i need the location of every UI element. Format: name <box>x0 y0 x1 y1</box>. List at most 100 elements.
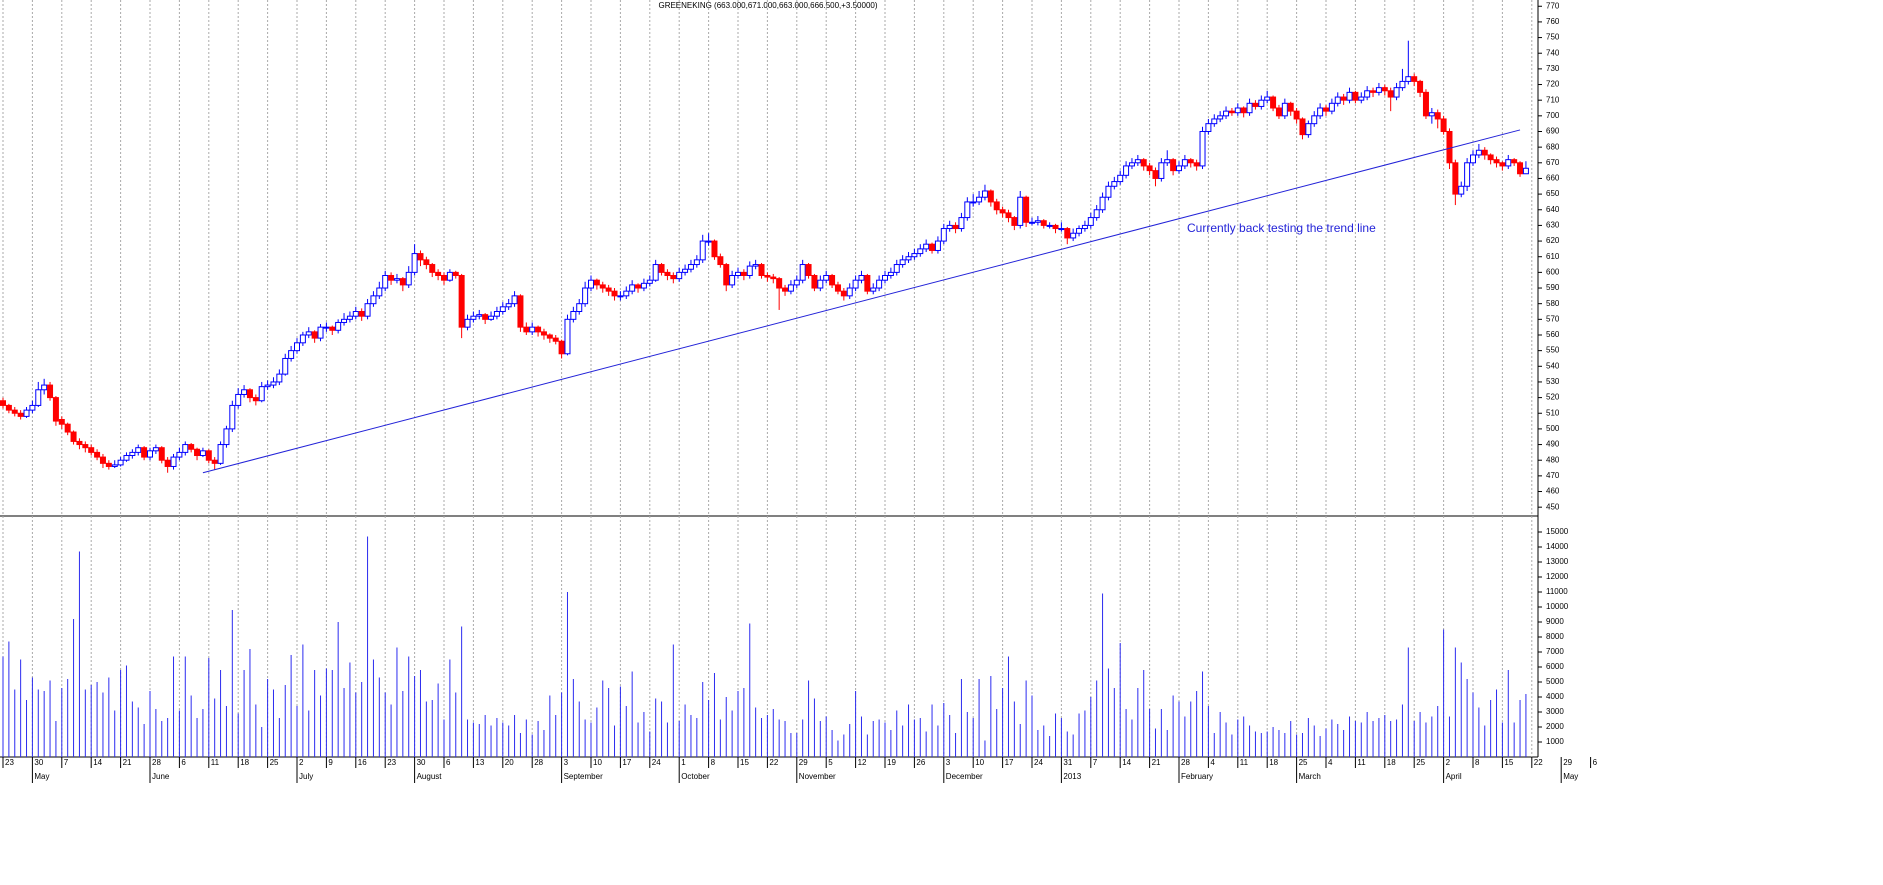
candle-body <box>799 264 806 281</box>
x-tick-label: 30 <box>34 758 43 767</box>
candle-body <box>1287 102 1294 112</box>
candle-body <box>1340 96 1347 101</box>
y-tick-label: 700 <box>1546 111 1560 120</box>
candle-body <box>170 456 177 467</box>
candle-body <box>1464 162 1471 187</box>
x-tick-label: 15 <box>740 758 749 767</box>
y-tick-label: 10000 <box>1546 602 1569 611</box>
candle-body <box>1176 165 1182 172</box>
candle-body <box>1393 87 1400 98</box>
candle-body <box>435 271 442 277</box>
candle-body <box>217 444 224 464</box>
candle-body <box>1152 170 1159 179</box>
candle-body <box>1134 159 1141 164</box>
candle-body <box>1111 181 1118 187</box>
candle-body <box>1181 159 1188 167</box>
candle-body <box>635 284 642 289</box>
candle-body <box>1093 209 1100 219</box>
candle-body <box>1034 220 1041 223</box>
candle-body <box>582 287 589 305</box>
x-tick-label: 5 <box>828 758 833 767</box>
y-tick-label: 770 <box>1546 1 1560 10</box>
candle-body <box>705 240 712 243</box>
candle-body <box>47 384 54 399</box>
candle-body <box>52 397 59 422</box>
month-label: April <box>1446 772 1462 781</box>
candle-body <box>929 243 936 251</box>
x-tick-label: 22 <box>1534 758 1543 767</box>
y-tick-label: 580 <box>1546 299 1560 308</box>
candle-body <box>693 259 700 266</box>
y-tick-label: 710 <box>1546 95 1560 104</box>
candle-body <box>1334 96 1341 104</box>
candle-body <box>717 256 724 266</box>
candle-body <box>917 248 924 255</box>
candle-body <box>958 217 965 230</box>
candle-body <box>1517 162 1524 175</box>
x-tick-label: 23 <box>387 758 396 767</box>
candle-body <box>1387 90 1394 98</box>
y-tick-label: 550 <box>1546 346 1560 355</box>
x-tick-label: 6 <box>446 758 451 767</box>
candle-body <box>194 448 201 457</box>
candle-body <box>393 278 400 281</box>
x-tick-label: 28 <box>534 758 543 767</box>
candle-body <box>158 447 165 461</box>
y-tick-label: 620 <box>1546 236 1560 245</box>
candle-body <box>417 253 424 261</box>
x-tick-label: 21 <box>123 758 132 767</box>
candle-body <box>770 276 777 280</box>
y-tick-label: 760 <box>1546 17 1560 26</box>
candle-body <box>893 264 900 273</box>
y-tick-label: 13000 <box>1546 557 1569 566</box>
candle-body <box>999 209 1006 214</box>
x-tick-label: 11 <box>1240 758 1249 767</box>
x-tick-label: 31 <box>1063 758 1072 767</box>
candle-body <box>1123 165 1130 176</box>
candle-body <box>746 265 753 277</box>
y-tick-label: 6000 <box>1546 662 1564 671</box>
candle-body <box>29 404 36 411</box>
candle-body <box>1511 159 1518 164</box>
candle-body <box>923 243 930 250</box>
candle-body <box>399 278 406 286</box>
candle-body <box>470 315 477 320</box>
candle-body <box>1099 196 1106 211</box>
candle-body <box>764 275 771 278</box>
candle-body <box>511 295 518 305</box>
candle-body <box>452 271 459 277</box>
candle-body <box>1170 159 1177 172</box>
y-tick-label: 5000 <box>1546 677 1564 686</box>
candle-body <box>1146 165 1153 172</box>
candle-body <box>599 284 606 289</box>
candle-body <box>840 290 847 297</box>
candle-body <box>141 447 148 458</box>
y-tick-label: 510 <box>1546 408 1560 417</box>
y-tick-label: 500 <box>1546 424 1560 433</box>
candle-body <box>670 275 677 280</box>
x-tick-label: 15 <box>1504 758 1513 767</box>
candle-body <box>605 287 612 292</box>
candle-body <box>664 271 671 277</box>
candle-body <box>1117 174 1124 183</box>
candle-body <box>94 451 101 458</box>
candle-body <box>1029 221 1035 224</box>
y-tick-label: 7000 <box>1546 647 1564 656</box>
y-tick-label: 470 <box>1546 471 1560 480</box>
x-tick-label: 14 <box>93 758 102 767</box>
annotation: Currently back testing the trend line <box>1187 221 1376 235</box>
candle-body <box>405 271 412 286</box>
candle-body <box>352 311 359 317</box>
y-tick-label: 560 <box>1546 330 1560 339</box>
y-tick-label: 730 <box>1546 64 1560 73</box>
y-tick-label: 660 <box>1546 174 1560 183</box>
candle-body <box>1481 149 1488 156</box>
x-tick-label: 18 <box>1269 758 1278 767</box>
candle-body <box>464 318 471 328</box>
candle-body <box>940 228 947 242</box>
candle-body <box>370 295 377 305</box>
x-tick-label: 24 <box>1034 758 1043 767</box>
candle-body <box>346 315 353 320</box>
candle-body <box>1434 112 1441 120</box>
